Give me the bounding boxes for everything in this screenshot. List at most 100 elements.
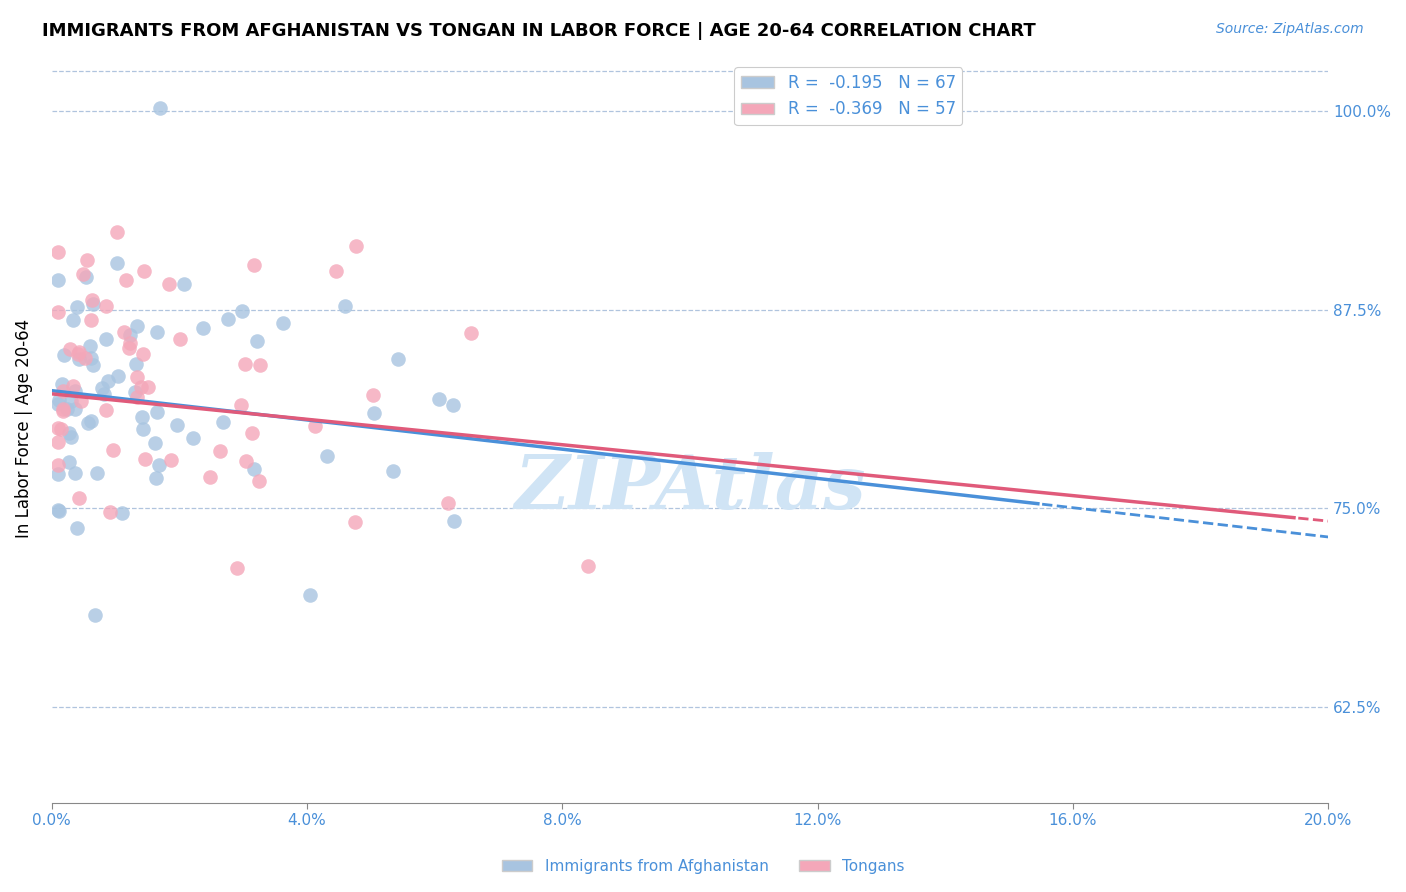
Point	[91, 381, 114, 395]
Text: Source: ZipAtlas.com: Source: ZipAtlas.com	[1216, 22, 1364, 37]
Point	[66, 300, 89, 314]
Point	[233, 357, 256, 371]
Point	[120, 328, 142, 343]
Point	[131, 409, 153, 424]
Point	[46, 421, 69, 435]
Point	[96, 403, 118, 417]
Point	[325, 264, 347, 278]
Point	[58, 455, 80, 469]
Point	[60, 394, 83, 409]
Point	[46, 502, 69, 516]
Point	[131, 380, 153, 394]
Text: IMMIGRANTS FROM AFGHANISTAN VS TONGAN IN LABOR FORCE | AGE 20-64 CORRELATION CHA: IMMIGRANTS FROM AFGHANISTAN VS TONGAN IN…	[42, 22, 1036, 40]
Point	[304, 419, 326, 434]
Point	[124, 384, 146, 399]
Point	[46, 467, 69, 481]
Point	[80, 313, 103, 327]
Point	[62, 313, 84, 327]
Point	[145, 471, 167, 485]
Point	[576, 558, 599, 573]
Point	[76, 253, 98, 268]
Point	[145, 326, 167, 340]
Point	[166, 418, 188, 433]
Point	[62, 379, 84, 393]
Point	[247, 475, 270, 489]
Point	[80, 414, 103, 428]
Point	[148, 458, 170, 473]
Point	[132, 347, 155, 361]
Point	[441, 398, 464, 412]
Point	[46, 245, 69, 260]
Point	[316, 449, 339, 463]
Point	[131, 422, 153, 436]
Point	[58, 425, 80, 440]
Point	[132, 264, 155, 278]
Point	[60, 430, 83, 444]
Point	[437, 496, 460, 510]
Point	[52, 401, 75, 416]
Point	[48, 504, 70, 518]
Point	[79, 338, 101, 352]
Point	[235, 454, 257, 468]
Point	[105, 255, 128, 269]
Point	[333, 300, 356, 314]
Point	[159, 453, 181, 467]
Point	[240, 425, 263, 440]
Point	[169, 332, 191, 346]
Point	[46, 305, 69, 319]
Point	[127, 370, 149, 384]
Text: ZIPAtlas: ZIPAtlas	[515, 452, 866, 524]
Point	[67, 352, 90, 367]
Point	[125, 357, 148, 371]
Point	[97, 374, 120, 388]
Point	[344, 238, 367, 252]
Point	[93, 387, 115, 401]
Point	[66, 347, 89, 361]
Point	[111, 506, 134, 520]
Point	[363, 388, 385, 402]
Point	[52, 384, 75, 398]
Point	[249, 358, 271, 372]
Point	[136, 380, 159, 394]
Point	[46, 435, 69, 450]
Point	[94, 332, 117, 346]
Point	[344, 515, 367, 529]
Point	[80, 351, 103, 365]
Point	[149, 102, 172, 116]
Point	[243, 258, 266, 272]
Point	[75, 269, 97, 284]
Point	[191, 320, 214, 334]
Point	[217, 312, 239, 326]
Point	[69, 393, 91, 408]
Point	[46, 396, 69, 410]
Point	[134, 452, 156, 467]
Point	[173, 277, 195, 291]
Point	[46, 458, 69, 472]
Point	[198, 470, 221, 484]
Point	[118, 335, 141, 350]
Point	[460, 326, 482, 341]
Point	[118, 341, 141, 355]
Point	[127, 390, 149, 404]
Point	[363, 406, 385, 420]
Point	[82, 293, 104, 307]
Point	[55, 402, 77, 417]
Point	[427, 392, 450, 406]
Point	[443, 514, 465, 528]
Point	[82, 358, 104, 372]
Point	[98, 505, 121, 519]
Point	[72, 267, 94, 281]
Point	[246, 334, 269, 349]
Point	[77, 417, 100, 431]
Point	[96, 299, 118, 313]
Point	[181, 431, 204, 445]
Point	[82, 296, 104, 310]
Point	[49, 422, 72, 436]
Point	[67, 345, 90, 359]
Point	[382, 464, 405, 478]
Point	[157, 277, 180, 291]
Point	[63, 384, 86, 398]
Y-axis label: In Labor Force | Age 20-64: In Labor Force | Age 20-64	[15, 319, 32, 539]
Point	[231, 304, 253, 318]
Point	[112, 326, 135, 340]
